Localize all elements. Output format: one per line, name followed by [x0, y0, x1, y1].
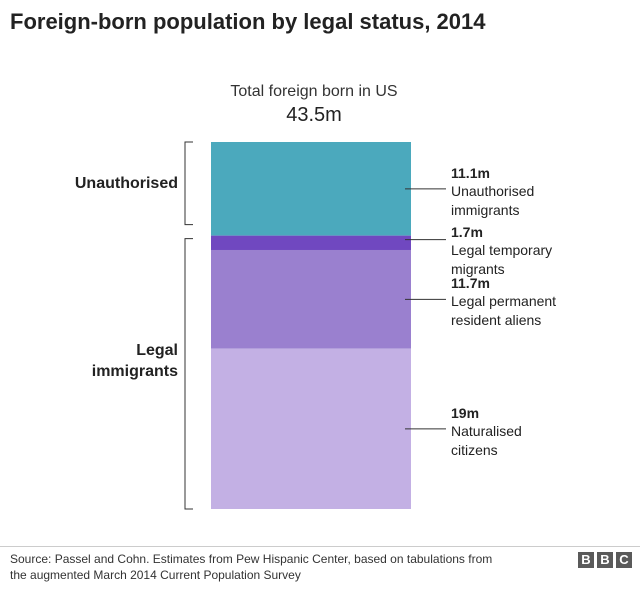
- segment-value-naturalised: 19m: [451, 404, 480, 421]
- bbc-logo-letter: B: [597, 552, 613, 568]
- bar-segment-unauthorised: [211, 142, 411, 236]
- bar-segment-legal-permanent: [211, 249, 411, 349]
- bar-segments: [211, 142, 411, 509]
- source-note: Source: Passel and Cohn. Estimates from …: [10, 552, 493, 582]
- group-label-unauthorised: Unauthorised: [74, 175, 178, 193]
- group-brackets: [184, 141, 193, 510]
- segment-label-naturalised: Naturalised citizens: [451, 422, 522, 458]
- group-label-legal-immigrants: Legal immigrants: [91, 341, 178, 380]
- segment-value-legal-permanent: 11.7m: [451, 275, 490, 292]
- segment-label-legal-temporary: Legal temporary migrants: [451, 241, 553, 277]
- total-value: 43.5m: [286, 104, 342, 126]
- bbc-logo-letter: B: [578, 552, 594, 568]
- bar-segment-naturalised: [211, 348, 411, 509]
- segment-label-unauthorised: Unauthorised immigrants: [451, 182, 535, 218]
- bracket-unauthorised: [184, 141, 193, 226]
- bbc-logo-letter: C: [616, 552, 632, 568]
- segment-label-legal-permanent: Legal permanent resident aliens: [451, 293, 557, 329]
- bbc-logo: B B C: [578, 552, 632, 568]
- total-label: Total foreign born in US: [230, 83, 398, 100]
- segment-value-legal-temporary: 1.7m: [451, 223, 483, 240]
- footer-divider: [0, 546, 640, 547]
- segment-value-unauthorised: 11.1m: [451, 164, 490, 181]
- chart-title: Foreign-born population by legal status,…: [10, 9, 486, 34]
- bracket-legal-immigrants: [184, 238, 193, 510]
- bar-segment-legal-temporary: [211, 235, 411, 250]
- stacked-bar-chart: [184, 141, 446, 510]
- leader-lines: [405, 188, 446, 430]
